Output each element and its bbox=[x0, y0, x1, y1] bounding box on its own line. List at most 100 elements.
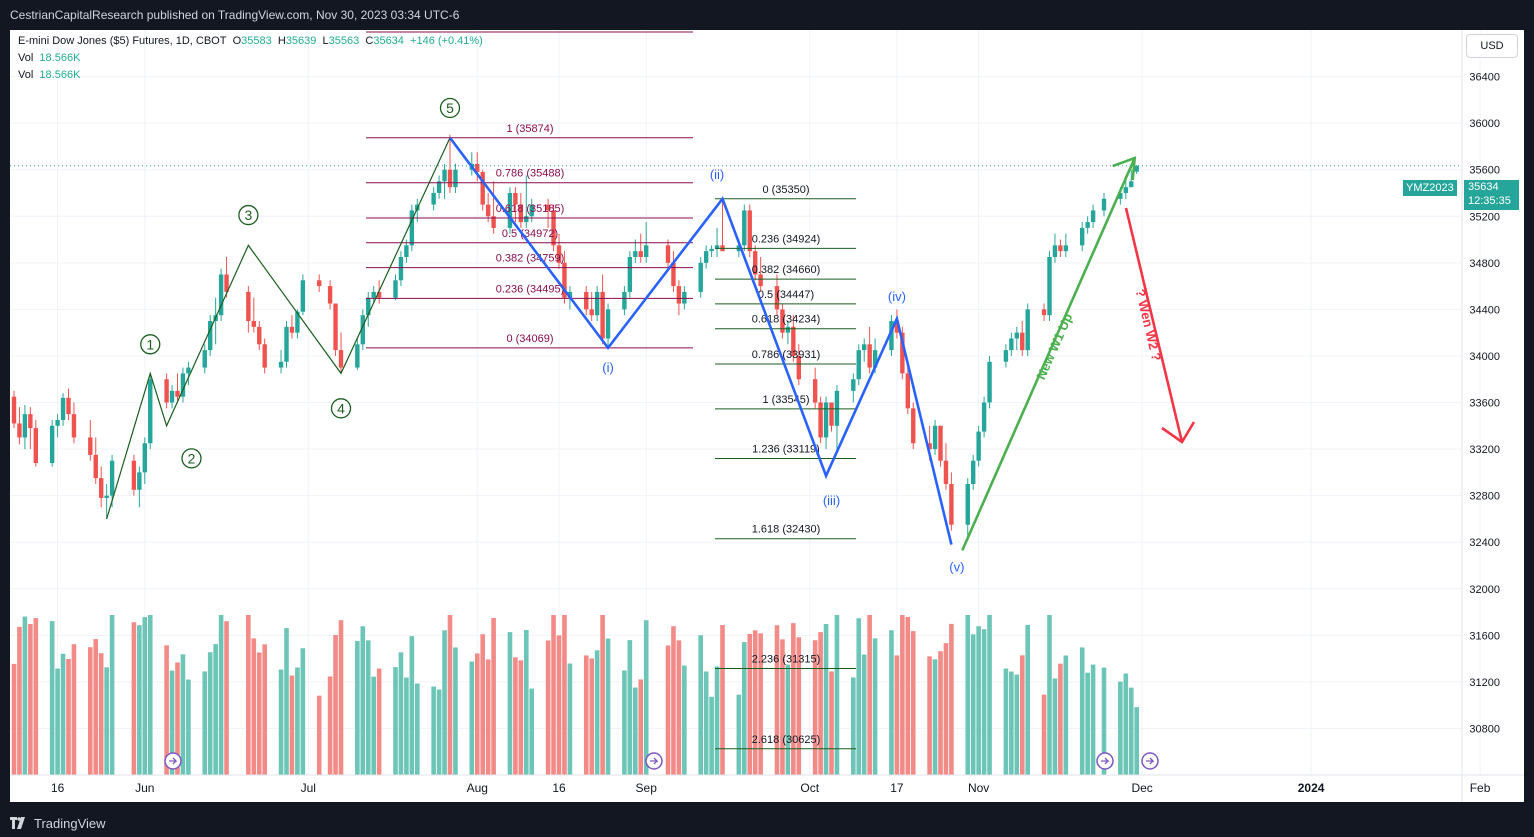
price-tick: 36000 bbox=[1469, 118, 1500, 130]
candle-body bbox=[753, 251, 758, 275]
price-tick: 33600 bbox=[1469, 398, 1500, 410]
fib-extension-label: 0.236 (34924) bbox=[752, 233, 821, 245]
wave-circle bbox=[140, 334, 161, 355]
candle-body bbox=[949, 483, 954, 525]
time-tick: Oct bbox=[800, 781, 819, 795]
volume-bar bbox=[507, 632, 513, 775]
candle-body bbox=[698, 262, 703, 292]
time-tick: Dec bbox=[1131, 781, 1152, 795]
volume-bar bbox=[207, 652, 213, 775]
subwave-label: (iv) bbox=[888, 289, 906, 304]
volume-bar bbox=[742, 642, 747, 775]
candle-body bbox=[1009, 338, 1014, 351]
candle-body bbox=[507, 192, 513, 228]
candle-body bbox=[164, 379, 169, 403]
price-tick: 31600 bbox=[1469, 630, 1500, 642]
volume-bar bbox=[224, 621, 229, 775]
candle-body bbox=[1014, 332, 1019, 339]
chart-area[interactable]: 1 (35874) 0.786 (35488) 0.618 (35185) 0.5 (… bbox=[10, 30, 1524, 802]
candle-body bbox=[1025, 309, 1030, 351]
candle-body bbox=[480, 172, 485, 205]
volume-bar bbox=[109, 615, 115, 775]
volume-bar bbox=[698, 635, 703, 775]
candle-body bbox=[447, 169, 453, 188]
candle-body bbox=[257, 326, 262, 345]
candle-body bbox=[932, 425, 938, 450]
candle-body bbox=[638, 251, 643, 257]
wave-circle bbox=[330, 398, 352, 419]
vol-label: Vol bbox=[18, 52, 34, 64]
price-tick: 34800 bbox=[1469, 258, 1500, 270]
volume-bar bbox=[583, 655, 589, 775]
chart-canvas[interactable]: 1 (35874) 0.786 (35488) 0.618 (35185) 0.5 (… bbox=[10, 30, 1524, 802]
candle-body bbox=[186, 367, 191, 374]
price-tick: 35200 bbox=[1469, 211, 1500, 223]
up-arrow-line bbox=[961, 157, 1136, 551]
volume-bar bbox=[22, 616, 28, 775]
candle-body bbox=[278, 361, 284, 368]
up-arrow-head bbox=[1112, 156, 1137, 181]
candle-body bbox=[594, 291, 600, 316]
candle-body bbox=[774, 286, 780, 310]
time-tick: Jun bbox=[135, 781, 154, 795]
candle-body bbox=[551, 210, 556, 246]
candle-body bbox=[393, 280, 398, 298]
candle-body bbox=[99, 478, 104, 498]
event-marker-glyph bbox=[1101, 757, 1110, 765]
fib-level-label: 0.5 (34972) bbox=[502, 228, 558, 240]
candle-body bbox=[976, 431, 981, 461]
candle-body bbox=[1058, 245, 1063, 252]
tradingview-logo[interactable]: TradingView bbox=[10, 814, 130, 832]
candle-body bbox=[981, 402, 987, 432]
volume-bar bbox=[1041, 694, 1047, 775]
candle-body bbox=[785, 326, 791, 333]
candle-body bbox=[475, 163, 480, 173]
candle-body bbox=[109, 460, 115, 496]
candle-body bbox=[872, 350, 878, 368]
volume-bar bbox=[1003, 668, 1009, 775]
candle-body bbox=[436, 181, 442, 193]
volume-bar bbox=[758, 633, 763, 775]
publisher-bar: CestrianCapitalResearch published on Tra… bbox=[0, 0, 1534, 30]
volume-bar bbox=[594, 650, 600, 775]
volume-bar bbox=[513, 657, 518, 775]
symbol-price-tag: YMZ2023 bbox=[1403, 180, 1457, 196]
volume-bar bbox=[338, 620, 344, 775]
candle-body bbox=[834, 390, 840, 426]
last-price: 35634 bbox=[1468, 181, 1499, 193]
volume-bar bbox=[442, 630, 447, 775]
candle-body bbox=[148, 379, 153, 444]
volume-bar bbox=[720, 625, 725, 775]
down-arrow-head bbox=[1161, 421, 1196, 444]
candle-body bbox=[142, 443, 147, 473]
candle-body bbox=[295, 311, 300, 333]
legend-vol-2: Vol 18.566K bbox=[18, 69, 80, 81]
candle-body bbox=[911, 408, 916, 444]
subwave-label: (ii) bbox=[710, 167, 724, 182]
tradingview-logo-icon bbox=[10, 817, 25, 829]
candle-body bbox=[556, 245, 562, 263]
footer-bar: TradingView bbox=[0, 806, 1534, 837]
volume-bar bbox=[93, 639, 99, 775]
candle-body bbox=[780, 309, 785, 333]
candle-body bbox=[398, 256, 404, 281]
currency-button[interactable]: USD bbox=[1466, 34, 1518, 58]
volume-bar bbox=[1128, 687, 1134, 775]
candle-body bbox=[284, 326, 289, 362]
volume-bar bbox=[791, 623, 796, 775]
candle-body bbox=[589, 309, 594, 316]
price-tick: 34400 bbox=[1469, 304, 1500, 316]
volume-bar bbox=[1118, 681, 1123, 775]
candle-body bbox=[627, 256, 633, 292]
candle-body bbox=[218, 274, 224, 316]
candle-body bbox=[453, 169, 458, 188]
candle-body bbox=[431, 192, 436, 205]
candle-body bbox=[175, 390, 180, 397]
wave-circle bbox=[238, 204, 259, 226]
candle-body bbox=[671, 262, 676, 287]
candle-body bbox=[1080, 227, 1085, 246]
primary-wave-line bbox=[106, 137, 451, 520]
vol-value: 18.566K bbox=[39, 52, 81, 64]
time-tick: Jul bbox=[301, 781, 316, 795]
volume-bar bbox=[289, 675, 295, 775]
